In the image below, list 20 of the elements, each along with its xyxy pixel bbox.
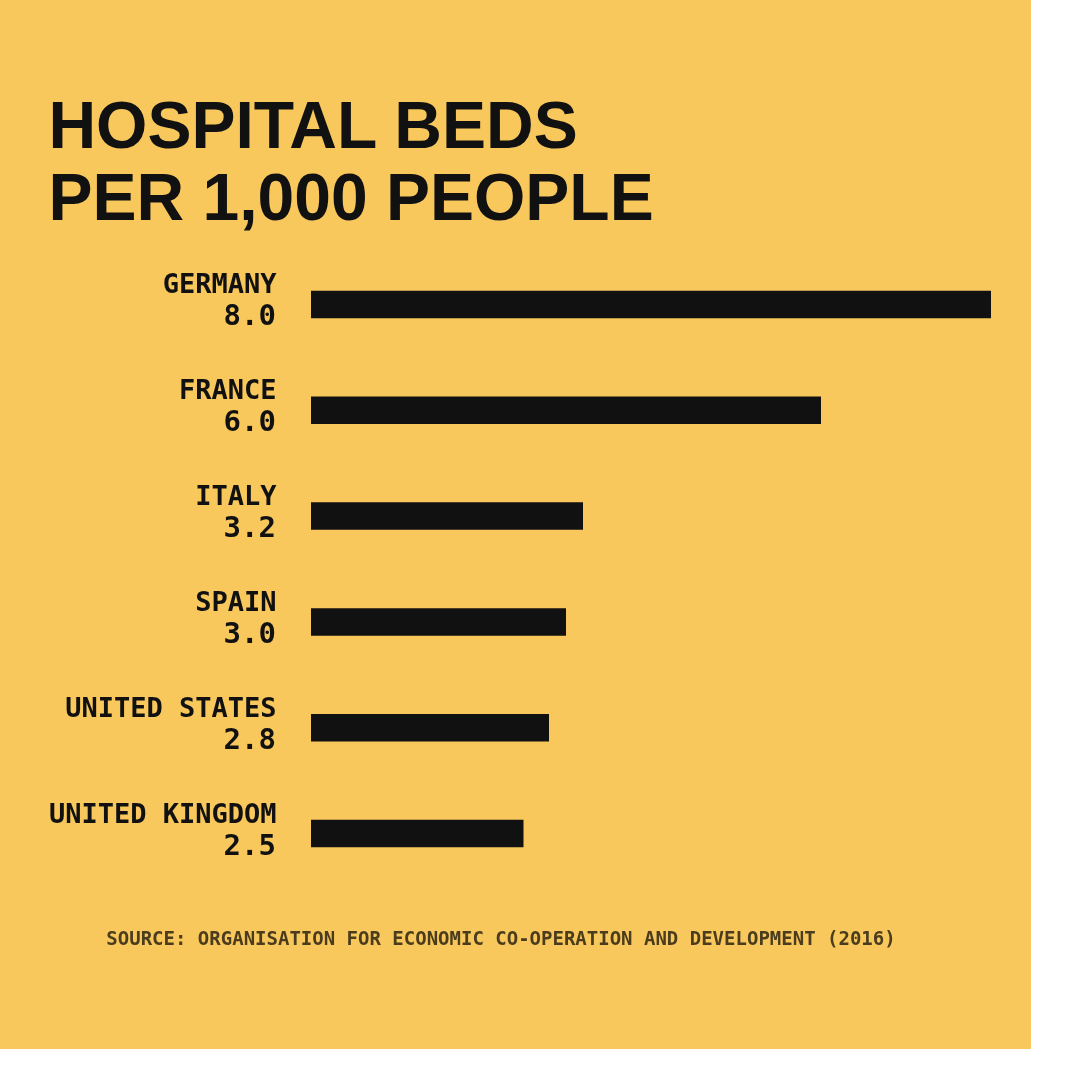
y-tick-label: FRANCE: [178, 374, 277, 406]
y-tick-label: SPAIN: [195, 585, 277, 617]
y-tick-label: GERMANY: [162, 268, 278, 300]
chart-title: HOSPITAL BEDS PER 1,000 PEOPLE: [48, 88, 654, 234]
data-label: 6.0: [223, 404, 276, 439]
y-tick-label: UNITED STATES: [65, 691, 277, 723]
bar: [311, 608, 566, 636]
bar: [311, 819, 524, 848]
bar: [311, 396, 821, 425]
bar: [311, 290, 991, 319]
bar: [311, 502, 583, 530]
data-label: 2.8: [223, 721, 276, 756]
data-label: 3.0: [223, 615, 276, 650]
y-tick-label: ITALY: [195, 480, 278, 512]
bar: [311, 713, 549, 742]
data-label: 8.0: [223, 298, 276, 333]
data-label: 3.2: [223, 510, 276, 545]
y-tick-label: UNITED KINGDOM: [48, 797, 277, 829]
source-note: SOURCE: ORGANISATION FOR ECONOMIC CO-OPERATION AND DEVELOPMENT (2016): [106, 927, 896, 949]
data-label: 2.5: [223, 827, 276, 862]
